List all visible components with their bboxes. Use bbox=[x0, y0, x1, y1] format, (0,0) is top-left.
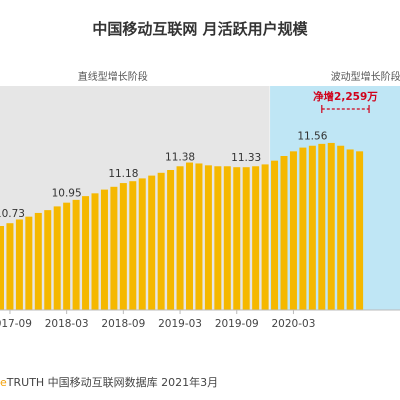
x-tick-label: 2019-03 bbox=[158, 318, 202, 330]
bar-12 bbox=[110, 186, 118, 310]
bar-17 bbox=[157, 172, 165, 310]
bar-37 bbox=[346, 149, 354, 310]
data-label: 11.38 bbox=[165, 151, 195, 163]
bar-28 bbox=[261, 164, 269, 310]
data-label: 11.33 bbox=[231, 152, 261, 164]
bar-34 bbox=[318, 143, 326, 310]
source-note: eTRUTH 中国移动互联网数据库 2021年3月 bbox=[0, 374, 218, 390]
bar-22 bbox=[204, 165, 212, 310]
bar-38 bbox=[356, 151, 364, 310]
bar-8 bbox=[72, 199, 80, 310]
bar-13 bbox=[119, 183, 127, 310]
data-label: 10.95 bbox=[52, 188, 82, 200]
bar-18 bbox=[167, 170, 175, 310]
bar-30 bbox=[280, 156, 288, 310]
bar-32 bbox=[299, 147, 307, 310]
bar-3 bbox=[25, 216, 33, 310]
bar-16 bbox=[148, 175, 156, 310]
x-tick-label: 2018-03 bbox=[45, 318, 89, 330]
bar-10 bbox=[91, 193, 99, 310]
x-tick-label: 2017-09 bbox=[0, 318, 32, 330]
bar-35 bbox=[327, 142, 335, 310]
bar-7 bbox=[63, 202, 71, 310]
bar-33 bbox=[308, 145, 316, 310]
phase-background-1 bbox=[270, 86, 400, 310]
bar-25 bbox=[233, 167, 241, 310]
chart-title: 中国移动互联网 月活跃用户规模 bbox=[92, 20, 308, 38]
x-tick-label: 2018-09 bbox=[101, 318, 145, 330]
bar-20 bbox=[186, 162, 193, 310]
bar-24 bbox=[223, 166, 231, 310]
bar-19 bbox=[176, 166, 184, 310]
bar-9 bbox=[82, 196, 90, 310]
bar-1 bbox=[6, 223, 14, 310]
bar-14 bbox=[129, 181, 137, 310]
bar-21 bbox=[195, 163, 203, 310]
bar-26 bbox=[242, 167, 250, 310]
bar-11 bbox=[100, 189, 108, 310]
data-label: 10.73 bbox=[0, 208, 25, 220]
bar-27 bbox=[252, 166, 260, 310]
source-brand: e bbox=[0, 376, 7, 389]
x-tick-label: 2020-03 bbox=[272, 318, 316, 330]
data-label: 11.56 bbox=[297, 131, 327, 143]
bar-36 bbox=[337, 145, 345, 310]
x-tick-label: 2019-09 bbox=[215, 318, 259, 330]
bar-29 bbox=[271, 160, 279, 310]
bar-23 bbox=[214, 166, 222, 310]
bar-4 bbox=[34, 212, 42, 310]
bar-6 bbox=[53, 206, 61, 310]
bar-31 bbox=[289, 151, 297, 310]
source-text: TRUTH 中国移动互联网数据库 2021年3月 bbox=[6, 376, 219, 389]
bar-5 bbox=[44, 210, 52, 310]
bar-0 bbox=[0, 226, 4, 310]
phase-label-1: 波动型增长阶段 bbox=[331, 70, 400, 83]
data-label: 11.18 bbox=[108, 168, 138, 180]
annotation-label: 净增2,259万 bbox=[313, 90, 378, 103]
bar-15 bbox=[138, 178, 146, 310]
bar-2 bbox=[15, 219, 23, 310]
phase-label-0: 直线型增长阶段 bbox=[78, 70, 148, 83]
